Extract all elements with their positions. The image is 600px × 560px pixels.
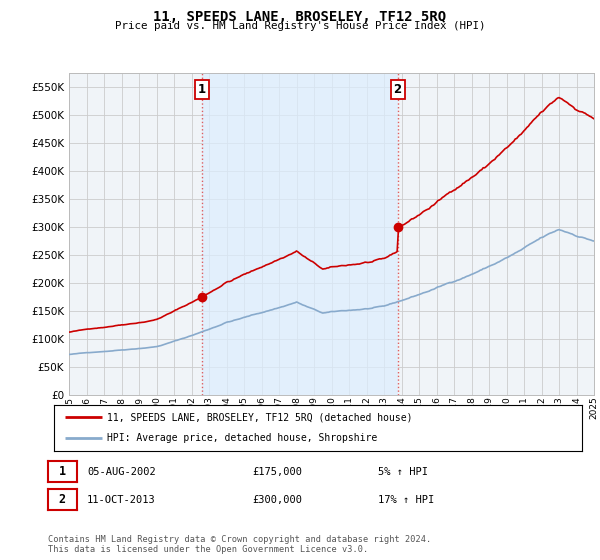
Text: 11, SPEEDS LANE, BROSELEY, TF12 5RQ (detached house): 11, SPEEDS LANE, BROSELEY, TF12 5RQ (det…	[107, 412, 412, 422]
Text: 1: 1	[197, 83, 206, 96]
Text: 2: 2	[59, 493, 66, 506]
Text: 2: 2	[394, 83, 402, 96]
Text: 05-AUG-2002: 05-AUG-2002	[87, 466, 156, 477]
Text: £175,000: £175,000	[252, 466, 302, 477]
Text: 1: 1	[59, 465, 66, 478]
Bar	[202, 73, 398, 395]
Text: £300,000: £300,000	[252, 494, 302, 505]
Text: Price paid vs. HM Land Registry's House Price Index (HPI): Price paid vs. HM Land Registry's House …	[115, 21, 485, 31]
Text: 17% ↑ HPI: 17% ↑ HPI	[378, 494, 434, 505]
Text: Contains HM Land Registry data © Crown copyright and database right 2024.
This d: Contains HM Land Registry data © Crown c…	[48, 535, 431, 554]
Text: HPI: Average price, detached house, Shropshire: HPI: Average price, detached house, Shro…	[107, 433, 377, 444]
Text: 5% ↑ HPI: 5% ↑ HPI	[378, 466, 428, 477]
Text: 11, SPEEDS LANE, BROSELEY, TF12 5RQ: 11, SPEEDS LANE, BROSELEY, TF12 5RQ	[154, 10, 446, 24]
Text: 11-OCT-2013: 11-OCT-2013	[87, 494, 156, 505]
